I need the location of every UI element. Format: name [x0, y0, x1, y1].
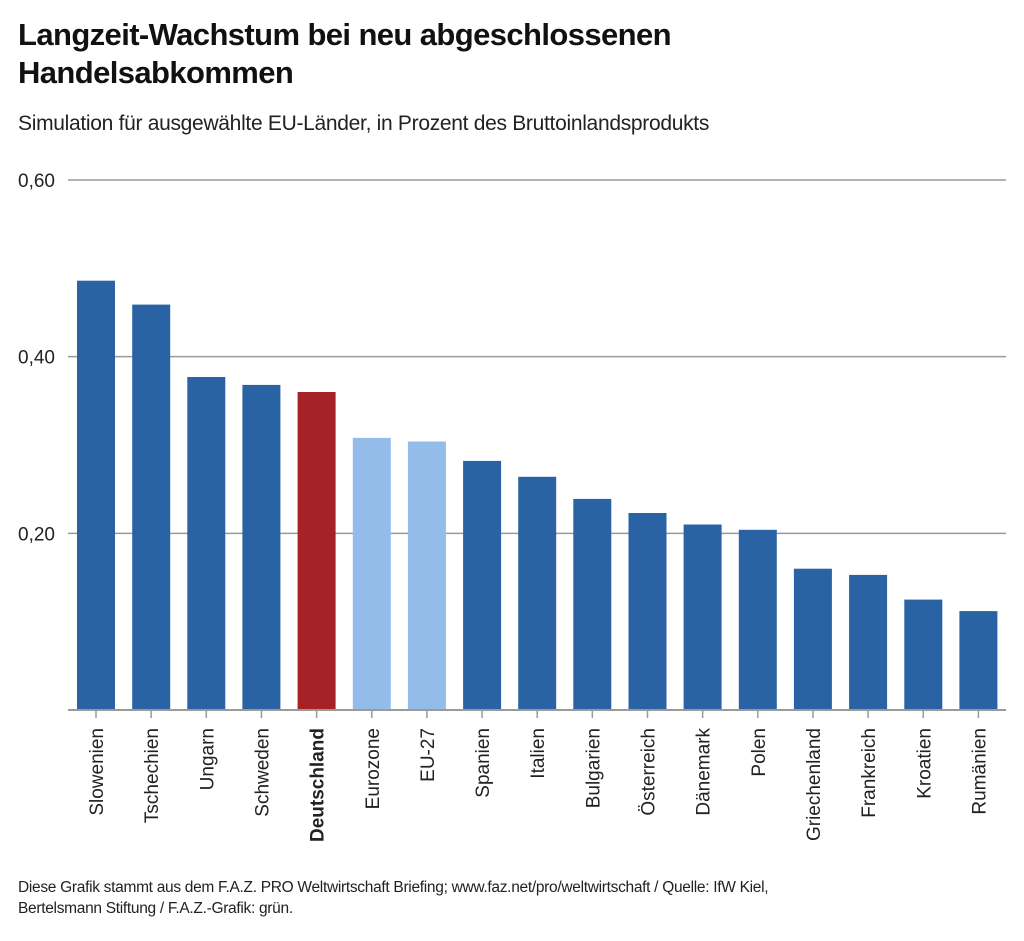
x-tick-label: Deutschland [308, 728, 329, 842]
bar-frankreich [849, 574, 888, 710]
x-axis [68, 709, 1006, 718]
y-axis-ticks: 0,20 0,40 0,60 [18, 171, 55, 545]
bar-eu-27 [407, 441, 446, 710]
bars [77, 280, 998, 710]
x-tick-label: Ungarn [197, 728, 218, 790]
x-tick-label: Rumänien [969, 728, 990, 815]
x-tick-label: Frankreich [859, 728, 880, 818]
bar-chart: 0,20 0,40 0,60 Slowenien Tschechien Ungarn Sc… [18, 171, 1006, 843]
x-tick-label: Kroatien [914, 728, 935, 799]
bar-italien [518, 476, 557, 710]
bar-österreich [628, 513, 667, 710]
x-tick-label: Bulgarien [583, 728, 604, 808]
bar-dänemark [683, 524, 722, 710]
chart-title: Langzeit-Wachstum bei neu abgeschlossene… [18, 16, 918, 92]
bar-eurozone [352, 437, 391, 710]
source-note: Diese Grafik stammt aus dem F.A.Z. PRO W… [18, 877, 1008, 919]
bar-rumänien [959, 611, 998, 710]
x-tick-label: Tschechien [142, 728, 163, 823]
x-tick-label: Slowenien [87, 728, 108, 816]
source-note-line-1: Diese Grafik stammt aus dem F.A.Z. PRO W… [18, 879, 769, 896]
chart-title-line-2: Handelsabkommen [18, 55, 294, 90]
bar-polen [738, 529, 777, 710]
x-tick-label: Österreich [639, 728, 660, 816]
bar-tschechien [132, 304, 171, 710]
bar-schweden [242, 384, 281, 710]
y-tick-label: 0,40 [18, 348, 55, 369]
x-tick-label: Spanien [473, 728, 494, 798]
bar-kroatien [904, 599, 943, 710]
y-tick-label: 0,60 [18, 171, 55, 192]
bar-slowenien [77, 280, 115, 710]
x-tick-label: Italien [528, 728, 549, 779]
x-tick-label: Eurozone [363, 728, 384, 809]
x-tick-label: Polen [749, 728, 770, 777]
bar-spanien [463, 460, 502, 710]
bar-bulgarien [573, 498, 612, 710]
bar-ungarn [187, 377, 226, 710]
chart-subtitle: Simulation für ausgewählte EU-Länder, in… [18, 112, 710, 135]
bar-griechenland [793, 568, 832, 710]
x-tick-label: Griechenland [804, 728, 825, 841]
chart-title-line-1: Langzeit-Wachstum bei neu abgeschlossene… [18, 17, 672, 52]
y-tick-label: 0,20 [18, 524, 55, 545]
x-tick-label: EU-27 [418, 728, 439, 782]
x-tick-label: Dänemark [694, 728, 715, 816]
x-tick-label: Schweden [252, 728, 273, 817]
bar-deutschland [297, 392, 336, 710]
x-axis-labels: Slowenien Tschechien Ungarn Schweden Deutsch… [87, 728, 990, 843]
source-note-line-2: Bertelsmann Stiftung / F.A.Z.-Grafik: gr… [18, 900, 293, 917]
